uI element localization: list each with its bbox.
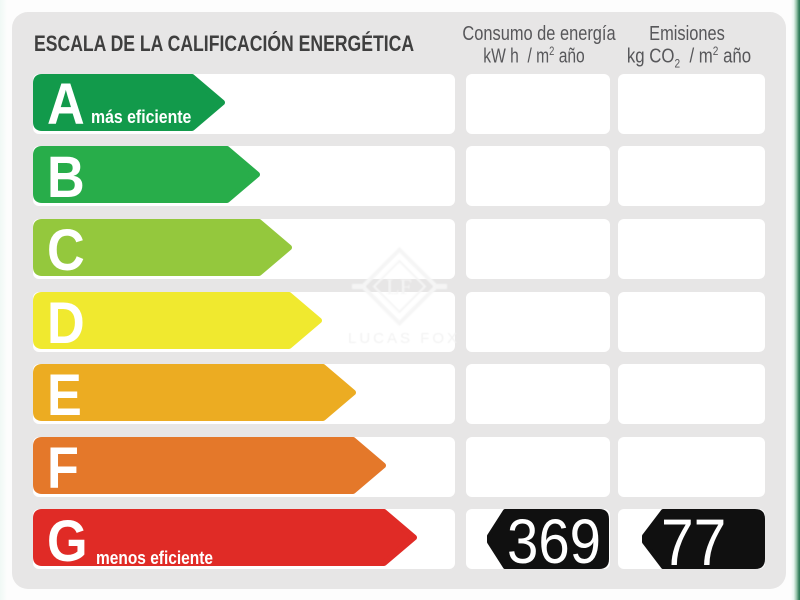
svg-text:LF: LF	[386, 274, 412, 299]
